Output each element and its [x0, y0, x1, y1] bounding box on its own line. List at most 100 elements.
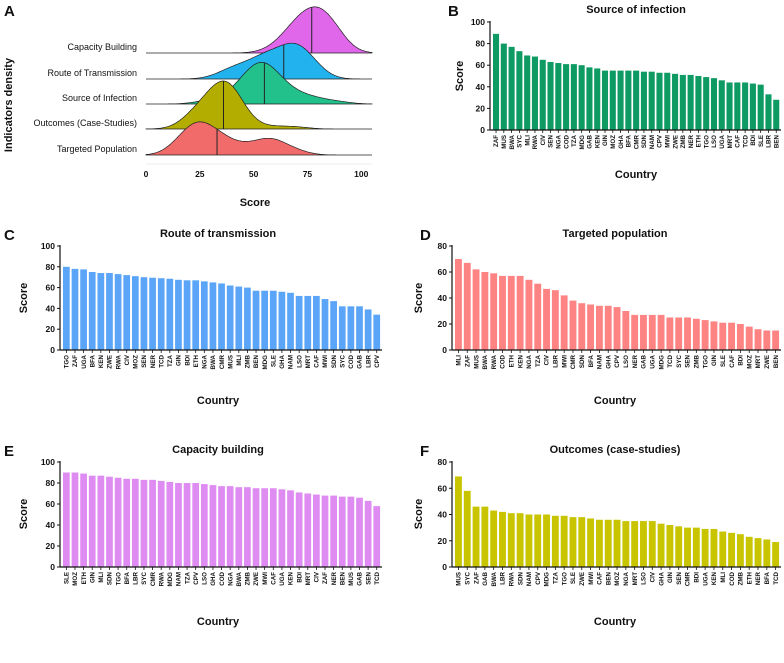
x-tick-label: CIV [544, 354, 551, 365]
panel-e-title: Capacity building [172, 444, 264, 456]
bar-ben [773, 99, 780, 130]
bar-cpv [656, 72, 663, 130]
x-tick-label: GAB [641, 354, 648, 368]
bar-mdg [166, 481, 174, 567]
bar-ken [594, 68, 601, 130]
bar-bwa [235, 487, 243, 567]
x-tick-label: ZMB [245, 354, 252, 368]
x-tick-label: ETH [696, 134, 703, 147]
x-tick-label: SDN [107, 571, 114, 585]
x-tick-label: SYC [464, 571, 471, 584]
bar-sdn [640, 71, 647, 130]
x-tick-label: COD [563, 134, 570, 148]
x-tick-label: MLI [456, 355, 463, 366]
bar-rwa [114, 274, 122, 350]
panel-f-ylabel: Score [413, 499, 425, 530]
x-tick-label: ZWE [253, 572, 260, 586]
bar-civ [123, 275, 131, 350]
x-tick-label: ETH [509, 354, 516, 367]
x-tick-label: COD [729, 571, 736, 585]
x-tick-label: CAF [270, 572, 277, 585]
bar-tcd [373, 506, 381, 567]
bar-ner [330, 495, 337, 567]
x-tick-label: GHA [279, 354, 286, 368]
y-tick-label: 40 [46, 520, 56, 530]
x-tick-label: MUS [473, 355, 480, 369]
x-tick-label: KEN [594, 134, 601, 148]
bar-lso [640, 521, 647, 567]
x-tick-label: MLI [236, 355, 243, 366]
bar-nga [525, 279, 533, 350]
bar-sle [719, 322, 727, 350]
bar-bdi [183, 280, 191, 350]
bar-gha [657, 523, 665, 567]
bar-tgo [703, 77, 710, 130]
x-tick-label: GIN [602, 134, 609, 146]
x-tick-label: BEN [253, 354, 260, 368]
bar-moz [613, 519, 621, 567]
x-tick-label: RWA [509, 571, 516, 586]
y-tick-label: 40 [438, 293, 448, 303]
bar-gin [175, 279, 182, 350]
x-tick-label: NAM [526, 572, 533, 586]
x-tick-label: NAM [597, 355, 604, 369]
x-tick-label: SLE [720, 355, 727, 367]
bar-ner [631, 314, 639, 350]
bar-tza [551, 515, 559, 567]
x-tick-label: GHA [210, 571, 217, 585]
bar-lso [710, 78, 718, 130]
x-tick-label: CAF [735, 135, 742, 148]
bar-mus [472, 269, 480, 350]
y-tick-label: 0 [50, 345, 55, 355]
bar-uga [701, 528, 709, 567]
y-tick-label: 100 [471, 17, 485, 27]
bar-ner [149, 277, 156, 350]
x-tick-label: TGO [64, 355, 71, 369]
bar-mwi [261, 488, 269, 567]
bar-nga [200, 281, 208, 350]
bar-uga [718, 80, 725, 130]
x-tick-label: BFA [588, 354, 595, 367]
x-tick-label: GIN [711, 354, 718, 366]
x-tick-label: RWA [491, 354, 498, 369]
panel-b-xlabel: Country [615, 169, 658, 181]
bar-nam [595, 305, 603, 350]
x-tick-label: LBR [766, 134, 773, 147]
x-tick-label: SEN [685, 354, 692, 367]
bar-cpv [534, 514, 542, 567]
bar-bdi [295, 492, 303, 567]
bar-lbr [499, 511, 506, 568]
bar-gha [209, 485, 217, 567]
x-tick-label: SDN [517, 571, 524, 585]
bar-cod [728, 532, 736, 568]
panel-b-bar-chart: B Source of infection Country Score ZAF M… [448, 3, 781, 181]
panel-c-bar-chart: C Route of transmission Country Score TG… [4, 227, 382, 407]
x-tick-label: BEN [605, 571, 612, 585]
bar-syc [463, 490, 471, 568]
bar-uga [648, 314, 656, 350]
bar-zmb [736, 534, 744, 567]
bar-cod [347, 306, 355, 350]
y-tick-label: 20 [46, 324, 56, 334]
panel-a-ylabel: Indicators density [3, 57, 15, 152]
y-tick-label: 80 [46, 478, 56, 488]
x-tick-label: CMR [633, 134, 640, 149]
x-tick-label: NER [755, 571, 762, 585]
ridge-label-targeted-population: Targeted Population [57, 144, 137, 154]
panel-c-ylabel: Score [18, 283, 30, 314]
x-tick-label: MWI [262, 572, 269, 585]
panel-d-ylabel: Score [413, 283, 425, 314]
x-tick-label: COD [500, 354, 507, 368]
y-tick-label: 80 [438, 457, 448, 467]
x-tick-label: MOZ [610, 135, 617, 149]
bar-civ [543, 288, 550, 350]
x-tick-label: LSO [296, 355, 303, 368]
panel-letter-f: F [420, 443, 429, 460]
x-tick-label: SLE [64, 572, 71, 584]
x-tick-label: ETH [746, 571, 753, 584]
x-tick-label: SLE [270, 355, 277, 367]
panel-letter-d: D [420, 227, 431, 244]
x-tick-label: CAF [597, 572, 604, 585]
x-tick-label: CIV [124, 354, 131, 365]
bar-bdi [692, 527, 700, 568]
